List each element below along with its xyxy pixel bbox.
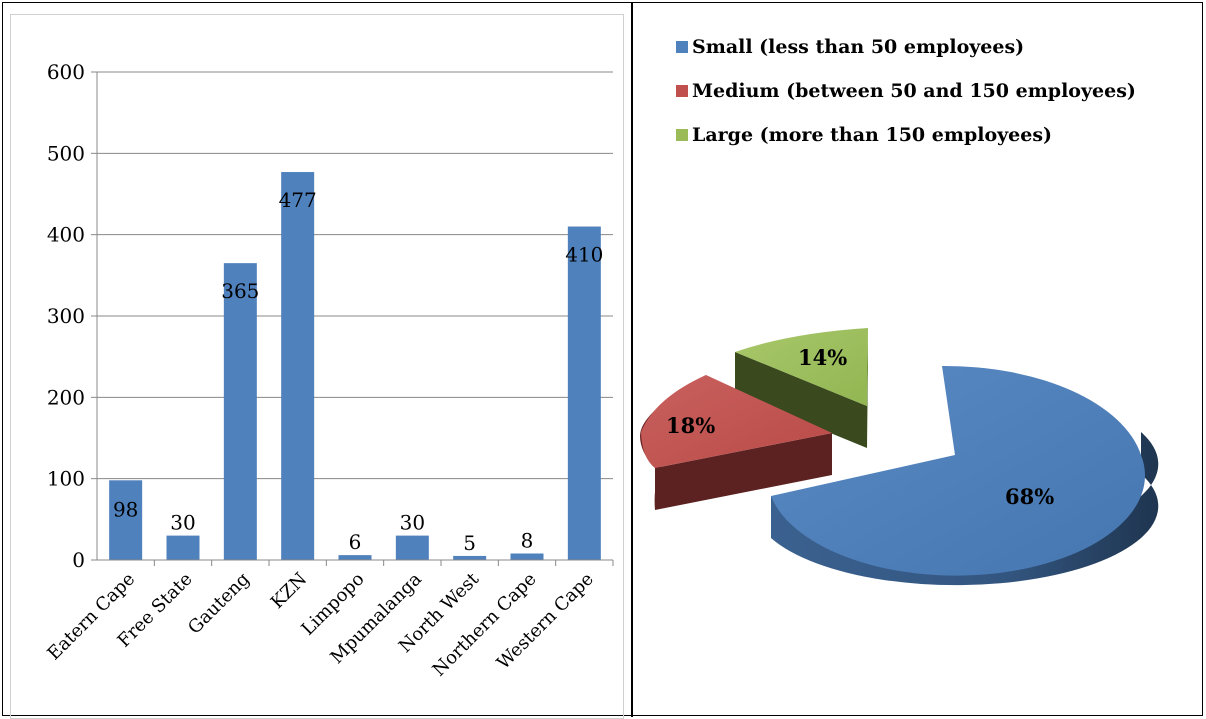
legend-swatch-small xyxy=(676,41,688,53)
pie-slice-medium-side-front xyxy=(655,433,832,510)
bar xyxy=(338,555,372,560)
bar xyxy=(567,226,601,561)
pie-slice-small-top xyxy=(771,365,1145,576)
pie-slice-small: 68% xyxy=(771,365,1159,586)
legend-label-small: Small (less than 50 employees) xyxy=(692,36,1025,58)
data-label: 98 xyxy=(113,497,138,521)
legend-label-large: Large (more than 150 employees) xyxy=(692,124,1053,146)
data-label: 477 xyxy=(279,188,317,212)
data-label: 30 xyxy=(170,511,195,535)
pie-label-medium: 18% xyxy=(666,413,715,438)
legend-label-medium: Medium (between 50 and 150 employees) xyxy=(692,80,1136,102)
data-label: 410 xyxy=(565,243,603,267)
legend-item-medium: Medium (between 50 and 150 employees) xyxy=(676,74,1136,108)
bar xyxy=(109,480,143,560)
legend-swatch-large xyxy=(676,129,688,141)
data-label: 8 xyxy=(521,528,534,552)
pie-legend: Small (less than 50 employees) Medium (b… xyxy=(676,30,1136,162)
y-tick-label: 500 xyxy=(47,141,85,165)
y-tick-label: 200 xyxy=(47,385,85,409)
bar xyxy=(223,263,257,560)
bar xyxy=(281,172,315,561)
data-label: 6 xyxy=(349,530,362,554)
legend-swatch-medium xyxy=(676,85,688,97)
y-tick-label: 400 xyxy=(47,223,85,247)
pie-slice-large: 14% xyxy=(735,328,868,448)
pie-slice-large-side-right xyxy=(867,328,868,448)
y-tick-label: 100 xyxy=(47,467,85,491)
pie-label-small: 68% xyxy=(1005,484,1054,509)
pie-slice-medium-top xyxy=(641,375,832,468)
bar xyxy=(453,555,487,560)
pie-slice-medium: 18% xyxy=(640,375,832,510)
data-label: 365 xyxy=(221,279,259,303)
bar xyxy=(395,535,429,560)
y-tick-label: 300 xyxy=(47,304,85,328)
legend-item-small: Small (less than 50 employees) xyxy=(676,30,1136,64)
bar xyxy=(166,535,200,560)
data-label: 5 xyxy=(463,531,476,555)
bar xyxy=(510,553,544,560)
pie-label-large: 14% xyxy=(798,345,847,370)
legend-item-large: Large (more than 150 employees) xyxy=(676,118,1136,152)
y-tick-label: 0 xyxy=(72,548,85,572)
pie-slice-large-top xyxy=(735,328,868,406)
panel-divider xyxy=(631,2,633,717)
data-label: 30 xyxy=(400,511,425,535)
pie-slice-large-side-left xyxy=(735,352,867,448)
y-tick-label: 600 xyxy=(47,60,85,84)
